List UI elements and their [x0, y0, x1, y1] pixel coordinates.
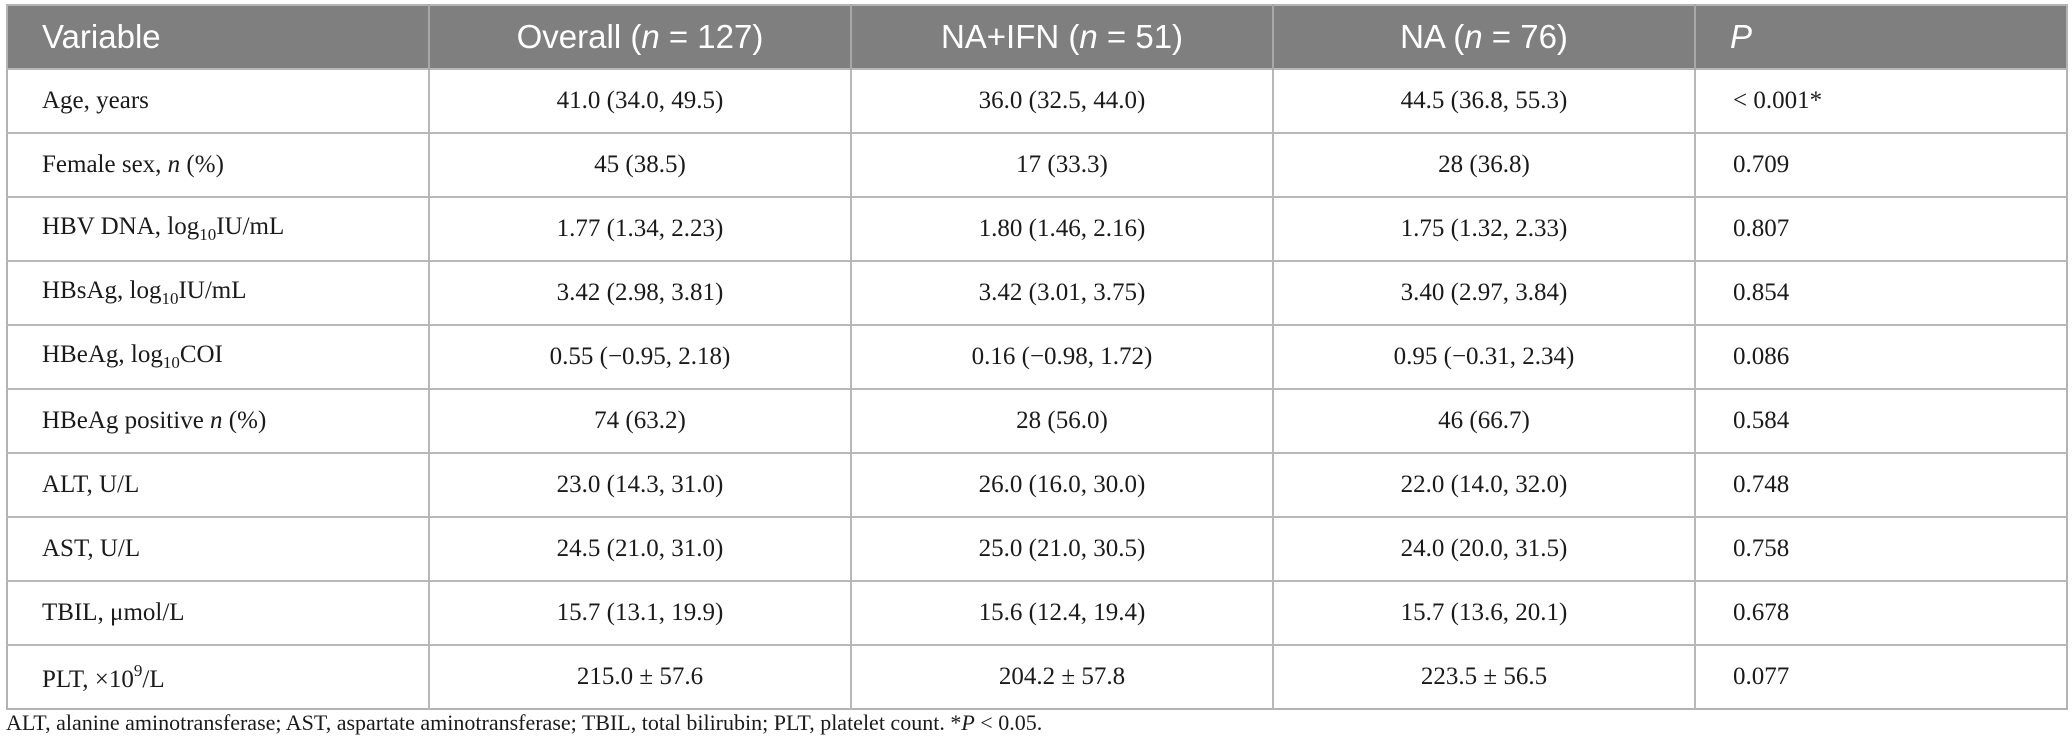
cell-p-value: 0.584: [1695, 388, 2067, 453]
cell-p-value: 0.758: [1695, 516, 2067, 581]
cell-p-value: 0.077: [1695, 644, 2067, 709]
cell-na: 0.95 (−0.31, 2.34): [1273, 324, 1696, 389]
cell-na: 44.5 (36.8, 55.3): [1273, 68, 1696, 133]
cell-overall: 45 (38.5): [429, 132, 852, 197]
table-row: HBeAg positive n (%) 74 (63.2) 28 (56.0) 46…: [7, 388, 2067, 453]
header-na: NA (n = 76): [1273, 5, 1696, 69]
cell-p-value: 0.678: [1695, 580, 2067, 645]
header-variable: Variable: [7, 5, 430, 69]
header-overall: Overall (n = 127): [429, 5, 852, 69]
cell-na-ifn: 0.16 (−0.98, 1.72): [851, 324, 1274, 389]
cell-overall: 74 (63.2): [429, 388, 852, 453]
cell-p-value: 0.086: [1695, 324, 2067, 389]
cell-p-value: 0.854: [1695, 260, 2067, 325]
cell-p-value: 0.807: [1695, 196, 2067, 261]
cell-na: 46 (66.7): [1273, 388, 1696, 453]
cell-na: 3.40 (2.97, 3.84): [1273, 260, 1696, 325]
table-row: HBsAg, log10IU/mL 3.42 (2.98, 3.81) 3.42 (…: [7, 260, 2067, 325]
cell-na: 24.0 (20.0, 31.5): [1273, 516, 1696, 581]
table-row: Female sex, n (%) 45 (38.5) 17 (33.3) 28 (3…: [7, 132, 2067, 197]
cell-variable: HBsAg, log10IU/mL: [7, 260, 430, 325]
table-row: HBV DNA, log10IU/mL 1.77 (1.34, 2.23) 1.80…: [7, 196, 2067, 261]
cell-na-ifn: 25.0 (21.0, 30.5): [851, 516, 1274, 581]
cell-na-ifn: 15.6 (12.4, 19.4): [851, 580, 1274, 645]
cell-na-ifn: 3.42 (3.01, 3.75): [851, 260, 1274, 325]
table-row: Age, years 41.0 (34.0, 49.5) 36.0 (32.5, 4…: [7, 68, 2067, 133]
cell-variable: Female sex, n (%): [7, 132, 430, 197]
cell-na: 15.7 (13.6, 20.1): [1273, 580, 1696, 645]
cell-overall: 215.0 ± 57.6: [429, 644, 852, 709]
header-na-ifn: NA+IFN (n = 51): [851, 5, 1274, 69]
table-row: AST, U/L 24.5 (21.0, 31.0) 25.0 (21.0, 30.…: [7, 516, 2067, 581]
cell-na-ifn: 26.0 (16.0, 30.0): [851, 452, 1274, 517]
cell-overall: 0.55 (−0.95, 2.18): [429, 324, 852, 389]
cell-na-ifn: 36.0 (32.5, 44.0): [851, 68, 1274, 133]
cell-overall: 3.42 (2.98, 3.81): [429, 260, 852, 325]
cell-variable: PLT, ×109/L: [7, 644, 430, 709]
cell-variable: HBeAg, log10COI: [7, 324, 430, 389]
cell-variable: ALT, U/L: [7, 452, 430, 517]
cell-p-value: 0.748: [1695, 452, 2067, 517]
table-footnote: ALT, alanine aminotransferase; AST, aspa…: [6, 710, 1043, 735]
cell-variable: Age, years: [7, 68, 430, 133]
header-row: Variable Overall (n = 127) NA+IFN (n = 5…: [7, 5, 2067, 69]
table-body: Age, years 41.0 (34.0, 49.5) 36.0 (32.5, 4…: [7, 68, 2067, 709]
baseline-table-container: Variable Overall (n = 127) NA+IFN (n = 5…: [6, 4, 2068, 710]
header-p-value: P: [1695, 5, 2067, 69]
cell-variable: AST, U/L: [7, 516, 430, 581]
cell-na: 22.0 (14.0, 32.0): [1273, 452, 1696, 517]
table-row: ALT, U/L 23.0 (14.3, 31.0) 26.0 (16.0, 30.…: [7, 452, 2067, 517]
cell-variable: HBeAg positive n (%): [7, 388, 430, 453]
cell-na-ifn: 17 (33.3): [851, 132, 1274, 197]
cell-p-value: 0.709: [1695, 132, 2067, 197]
cell-na-ifn: 204.2 ± 57.8: [851, 644, 1274, 709]
cell-overall: 24.5 (21.0, 31.0): [429, 516, 852, 581]
cell-overall: 15.7 (13.1, 19.9): [429, 580, 852, 645]
cell-na-ifn: 28 (56.0): [851, 388, 1274, 453]
cell-overall: 41.0 (34.0, 49.5): [429, 68, 852, 133]
cell-na: 28 (36.8): [1273, 132, 1696, 197]
baseline-characteristics-table: Variable Overall (n = 127) NA+IFN (n = 5…: [6, 4, 2068, 710]
cell-overall: 1.77 (1.34, 2.23): [429, 196, 852, 261]
table-header: Variable Overall (n = 127) NA+IFN (n = 5…: [7, 5, 2067, 69]
table-row: PLT, ×109/L 215.0 ± 57.6 204.2 ± 57.8 223.5…: [7, 644, 2067, 709]
cell-overall: 23.0 (14.3, 31.0): [429, 452, 852, 517]
cell-p-value: < 0.001*: [1695, 68, 2067, 133]
cell-variable: HBV DNA, log10IU/mL: [7, 196, 430, 261]
cell-na: 1.75 (1.32, 2.33): [1273, 196, 1696, 261]
table-row: HBeAg, log10COI 0.55 (−0.95, 2.18) 0.16 (−…: [7, 324, 2067, 389]
table-row: TBIL, μmol/L 15.7 (13.1, 19.9) 15.6 (12.4,…: [7, 580, 2067, 645]
cell-variable: TBIL, μmol/L: [7, 580, 430, 645]
cell-na-ifn: 1.80 (1.46, 2.16): [851, 196, 1274, 261]
cell-na: 223.5 ± 56.5: [1273, 644, 1696, 709]
